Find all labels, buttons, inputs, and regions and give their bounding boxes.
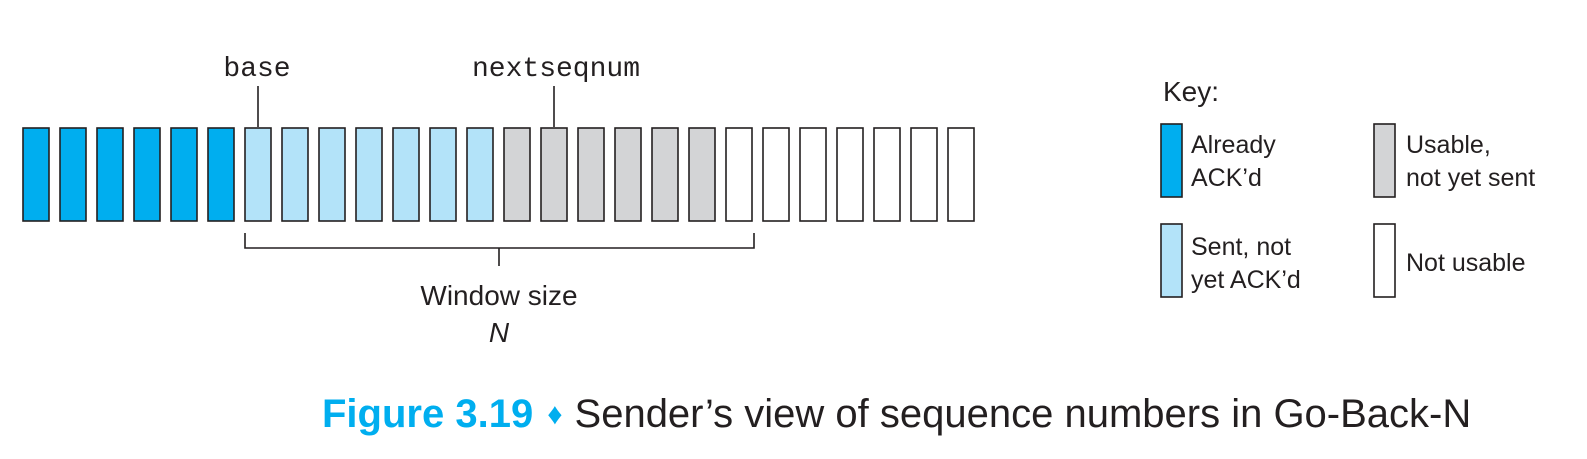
key-swatch-usable (1373, 123, 1396, 198)
figure-title: Sender’s view of sequence numbers in Go-… (574, 392, 1472, 436)
seq-cell-unusable (873, 127, 901, 222)
nextseqnum-label: nextseqnum (472, 54, 640, 85)
key-label-line1: Sent, not (1191, 233, 1291, 261)
seq-cell-acked (207, 127, 235, 222)
key-item-not-usable: Not usable (1373, 223, 1526, 298)
seq-cell-sent (318, 127, 346, 222)
window-bracket (244, 233, 755, 266)
seq-cell-unusable (910, 127, 938, 222)
key-label-line2: not yet sent (1406, 164, 1535, 192)
seq-cell-acked (59, 127, 87, 222)
seq-cell-sent (281, 127, 309, 222)
seq-cell-usable (651, 127, 679, 222)
seq-cell-acked (170, 127, 198, 222)
key-label-line1: Not usable (1406, 249, 1526, 277)
window-size-label: Window size (420, 280, 577, 311)
seq-cell-sent (244, 127, 272, 222)
go-back-n-diagram: base nextseqnum Window size N Key: Alrea… (22, 54, 1535, 348)
key-item-usable-not-yet-sent: Usable, not yet sent (1373, 123, 1535, 198)
seq-cell-unusable (947, 127, 975, 222)
seq-cell-sent (392, 127, 420, 222)
figure-number: Figure 3.19 (322, 392, 534, 436)
key-item-sent-not-yet-acked: Sent, not yet ACK’d (1160, 223, 1301, 298)
seq-cell-acked (96, 127, 124, 222)
key-title: Key: (1163, 76, 1219, 107)
key-swatch-sent (1160, 223, 1183, 298)
figure-caption: Figure 3.19 ♦ Sender’s view of sequence nu… (322, 392, 1471, 437)
seq-cell-usable (503, 127, 531, 222)
key-swatch-acked (1160, 123, 1183, 198)
seq-cell-usable (540, 127, 568, 222)
seq-cell-unusable (725, 127, 753, 222)
seq-cell-usable (577, 127, 605, 222)
key-swatch-unusable (1373, 223, 1396, 298)
seq-cell-sent (355, 127, 383, 222)
seq-cell-sent (466, 127, 494, 222)
seq-cell-usable (688, 127, 716, 222)
seq-cell-usable (614, 127, 642, 222)
seq-cell-unusable (762, 127, 790, 222)
key-label-line2: yet ACK’d (1191, 266, 1301, 294)
key-label-line2: ACK’d (1191, 164, 1262, 192)
seq-cell-acked (133, 127, 161, 222)
sequence-number-cells (22, 127, 975, 222)
key-item-already-acked: Already ACK’d (1160, 123, 1276, 198)
seq-cell-sent (429, 127, 457, 222)
key-label-line1: Already (1191, 131, 1276, 159)
window-size-n-label: N (489, 317, 510, 348)
diamond-separator-icon: ♦ (547, 398, 563, 431)
seq-cell-unusable (836, 127, 864, 222)
seq-cell-unusable (799, 127, 827, 222)
key-label-line1: Usable, (1406, 131, 1491, 159)
base-label: base (223, 54, 290, 85)
seq-cell-acked (22, 127, 50, 222)
